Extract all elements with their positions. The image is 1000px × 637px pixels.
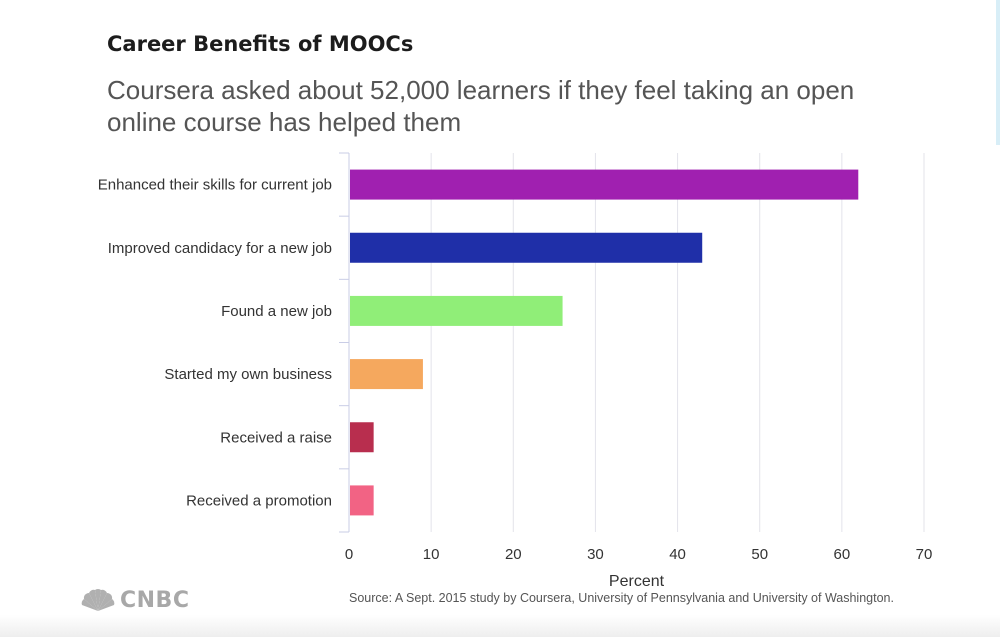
x-tick-label: 40 (669, 546, 686, 563)
bar-6 (350, 485, 374, 516)
category-label: Received a raise (220, 429, 332, 446)
bar-4 (350, 359, 423, 390)
bar-5 (350, 422, 374, 453)
peacock-icon (81, 588, 115, 611)
x-tick-label: 0 (345, 546, 353, 563)
chart-subtitle: Coursera asked about 52,000 learners if … (107, 75, 855, 137)
category-label: Enhanced their skills for current job (98, 177, 332, 194)
x-tick-label: 60 (834, 546, 851, 563)
category-labels: Enhanced their skills for current job Imp… (98, 177, 332, 510)
bars (350, 169, 859, 516)
cnbc-logo: CNBC (80, 588, 189, 613)
category-label: Started my own business (164, 366, 332, 383)
x-tick-label: 10 (423, 546, 440, 563)
category-label: Found a new job (221, 303, 332, 320)
cnbc-logo-text: CNBC (120, 588, 190, 613)
category-dividers (339, 152, 349, 533)
bar-3 (350, 295, 563, 326)
bar-2 (350, 232, 703, 263)
x-axis-title: Percent (609, 573, 665, 590)
source-note: Source: A Sept. 2015 study by Coursera, … (349, 591, 894, 605)
category-label: Improved candidacy for a new job (108, 240, 332, 257)
grid-lines (430, 153, 925, 532)
category-label: Received a promotion (186, 492, 332, 509)
x-tick-label: 30 (587, 546, 604, 563)
chart-title: Career Benefits of MOOCs (107, 32, 414, 56)
bottom-fade (0, 615, 1000, 637)
x-tick-labels: 0 10 20 30 40 50 60 70 (345, 546, 933, 563)
x-tick-label: 70 (916, 546, 933, 563)
page-edge-accent (996, 0, 1000, 145)
bar-1 (350, 169, 859, 200)
x-tick-label: 20 (505, 546, 522, 563)
x-tick-label: 50 (751, 546, 768, 563)
